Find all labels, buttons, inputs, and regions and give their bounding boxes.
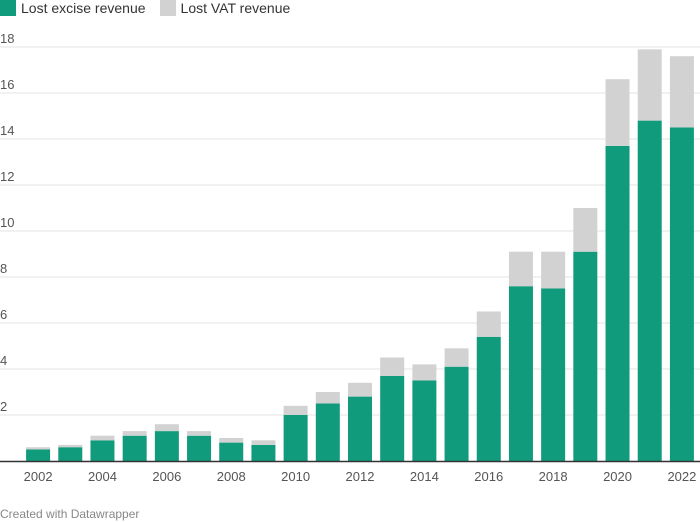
bar-vat-2022 [669, 56, 694, 128]
bars [26, 49, 694, 461]
bar-excise-2005 [122, 435, 147, 461]
bar-excise-2020 [605, 145, 630, 461]
x-tick-label-2018: 2018 [539, 469, 568, 484]
bar-vat-2008 [219, 438, 244, 443]
legend-item-excise: Lost excise revenue [0, 0, 146, 16]
x-tick-label-2010: 2010 [281, 469, 310, 484]
y-tick-label-4: 4 [0, 353, 7, 368]
bar-excise-2016 [476, 336, 501, 461]
y-tick-label-12: 12 [0, 169, 14, 184]
bar-vat-2018 [541, 251, 566, 289]
bar-excise-2010 [283, 415, 308, 461]
bar-vat-2003 [58, 444, 83, 448]
bar-vat-2019 [573, 208, 598, 252]
x-tick-label-2022: 2022 [667, 469, 696, 484]
bar-vat-2021 [637, 49, 662, 121]
legend-label-vat: Lost VAT revenue [180, 0, 291, 16]
bar-vat-2007 [187, 431, 212, 436]
bar-vat-2010 [283, 405, 308, 415]
x-axis-ticks: 2002 2004 2006 2008 2010 2012 2014 2016 2018 2020… [24, 469, 697, 484]
y-axis-ticks: 2 4 6 8 10 12 14 16 18 [0, 31, 14, 414]
bar-vat-2005 [122, 431, 147, 436]
x-tick-label-2012: 2012 [346, 469, 375, 484]
y-tick-label-10: 10 [0, 215, 14, 230]
x-tick-label-2004: 2004 [88, 469, 117, 484]
bar-vat-2015 [444, 348, 469, 367]
bar-vat-2014 [412, 364, 437, 381]
legend-swatch-vat [159, 0, 176, 16]
x-tick-label-2002: 2002 [24, 469, 53, 484]
bar-excise-2015 [444, 366, 469, 461]
bar-excise-2022 [669, 127, 694, 461]
y-tick-label-14: 14 [0, 123, 14, 138]
x-tick-label-2008: 2008 [217, 469, 246, 484]
bar-vat-2006 [154, 424, 179, 432]
bar-excise-2006 [154, 431, 179, 461]
y-tick-label-2: 2 [0, 399, 7, 414]
y-tick-label-8: 8 [0, 261, 7, 276]
bar-excise-2008 [219, 442, 244, 461]
bar-excise-2018 [541, 288, 566, 461]
bar-vat-2002 [26, 447, 51, 450]
credit-text: Created with Datawrapper [0, 507, 140, 521]
bar-vat-2011 [315, 392, 340, 404]
bar-excise-2019 [573, 251, 598, 461]
x-tick-label-2014: 2014 [410, 469, 439, 484]
y-tick-label-6: 6 [0, 307, 7, 322]
bar-excise-2009 [251, 444, 276, 461]
bar-excise-2011 [315, 403, 340, 461]
bar-vat-2009 [251, 440, 276, 445]
chart-legend: Lost excise revenue Lost VAT revenue [0, 0, 304, 16]
bar-excise-2017 [508, 286, 533, 461]
bar-excise-2007 [187, 435, 212, 461]
bar-vat-2012 [348, 382, 372, 397]
bar-excise-2021 [637, 120, 662, 461]
bar-excise-2004 [90, 440, 115, 461]
legend-label-excise: Lost excise revenue [21, 0, 146, 16]
legend-swatch-excise [0, 0, 16, 16]
bar-vat-2020 [605, 79, 630, 146]
bar-vat-2016 [476, 311, 501, 337]
x-tick-label-2016: 2016 [474, 469, 503, 484]
bar-excise-2013 [380, 375, 405, 461]
y-tick-label-16: 16 [0, 77, 14, 92]
x-tick-label-2006: 2006 [152, 469, 181, 484]
y-tick-label-18: 18 [0, 31, 14, 46]
bar-vat-2017 [508, 251, 533, 287]
legend-item-vat: Lost VAT revenue [159, 0, 291, 16]
bar-excise-2012 [348, 396, 372, 461]
x-tick-label-2020: 2020 [603, 469, 632, 484]
bar-excise-2014 [412, 380, 437, 461]
bar-vat-2004 [90, 435, 115, 441]
bar-vat-2013 [380, 357, 405, 376]
bar-excise-2002 [26, 449, 51, 461]
bar-excise-2003 [58, 447, 83, 461]
